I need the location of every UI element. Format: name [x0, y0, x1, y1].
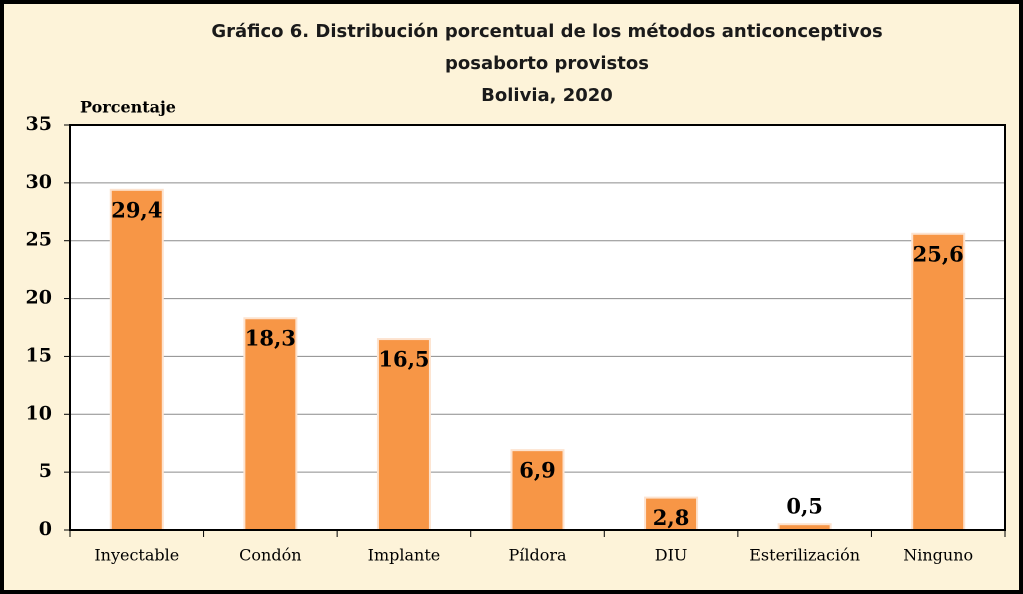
- plot-border: [69, 124, 1006, 531]
- data-label: 16,5: [378, 347, 429, 372]
- y-tick-label: 35: [26, 113, 52, 135]
- y-tick-label: 25: [26, 229, 52, 251]
- x-tick-label: Píldora: [508, 546, 567, 565]
- x-tick-label: Implante: [368, 546, 441, 565]
- bar: [510, 449, 565, 531]
- x-tick-label: Esterilización: [749, 546, 860, 565]
- data-label: 6,9: [519, 458, 556, 483]
- chart-title: Bolivia, 2020: [481, 85, 613, 106]
- data-label: 2,8: [653, 505, 690, 530]
- y-tick-label: 15: [26, 344, 52, 366]
- y-tick-label: 10: [26, 402, 52, 424]
- y-tick-label: 5: [39, 460, 52, 482]
- bar: [243, 317, 298, 531]
- data-label: 25,6: [913, 241, 964, 266]
- x-tick-label: Ninguno: [903, 546, 973, 565]
- chart-title: posaborto provistos: [445, 53, 649, 74]
- x-tick-label: DIU: [655, 546, 688, 565]
- x-tick-label: Inyectable: [94, 546, 179, 565]
- y-axis-label: Porcentaje: [80, 98, 176, 117]
- bar: [911, 232, 966, 531]
- y-tick-label: 20: [26, 287, 52, 309]
- data-label: 18,3: [245, 326, 296, 351]
- x-tick-label: Condón: [239, 546, 301, 565]
- bar: [109, 188, 164, 532]
- chart-title: Gráfico 6. Distribución porcentual de lo…: [211, 21, 882, 42]
- y-tick-label: 30: [26, 171, 52, 193]
- bar: [644, 496, 699, 532]
- y-tick-label: 0: [39, 518, 52, 540]
- data-label: 0,5: [786, 494, 823, 519]
- data-label: 29,4: [111, 197, 162, 222]
